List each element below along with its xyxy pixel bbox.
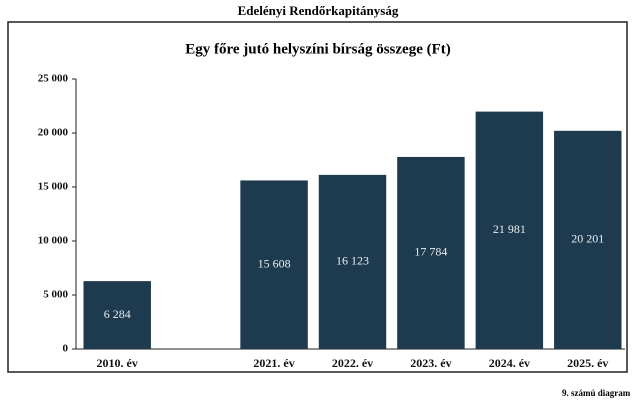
bar	[397, 156, 465, 349]
bar	[240, 180, 308, 349]
value-label: 6 284	[104, 307, 131, 321]
y-tick-label: 5 000	[43, 289, 68, 301]
frame	[7, 21, 628, 373]
bar	[475, 111, 544, 350]
x-tick-label: 2021. év	[253, 356, 294, 370]
x-tick-label: 2023. év	[410, 356, 451, 370]
y-tick-label: 10 000	[38, 235, 69, 247]
y-tick-label: 0	[63, 343, 69, 355]
bar	[554, 130, 622, 349]
value-label: 21 981	[493, 222, 526, 236]
x-tick-label: 2010. év	[97, 356, 138, 370]
value-label: 20 201	[571, 232, 604, 246]
x-tick-label: 2024. év	[489, 356, 530, 370]
value-label: 17 784	[414, 245, 447, 259]
value-label: 16 123	[336, 254, 369, 268]
y-tick-label: 20 000	[38, 127, 69, 139]
x-tick-label: 2025. év	[567, 356, 608, 370]
chart-title: Egy főre jutó helyszíni bírság összege (…	[185, 41, 451, 57]
bar	[83, 281, 151, 349]
x-tick-label: 2022. év	[332, 356, 373, 370]
header: Edelényi Rendőrkapitányság	[238, 3, 399, 18]
footer: 9. számú diagram	[562, 388, 631, 398]
bar	[318, 174, 387, 349]
value-label: 15 608	[258, 256, 291, 270]
y-tick-label: 15 000	[38, 181, 69, 193]
y-tick-label: 25 000	[38, 73, 69, 85]
